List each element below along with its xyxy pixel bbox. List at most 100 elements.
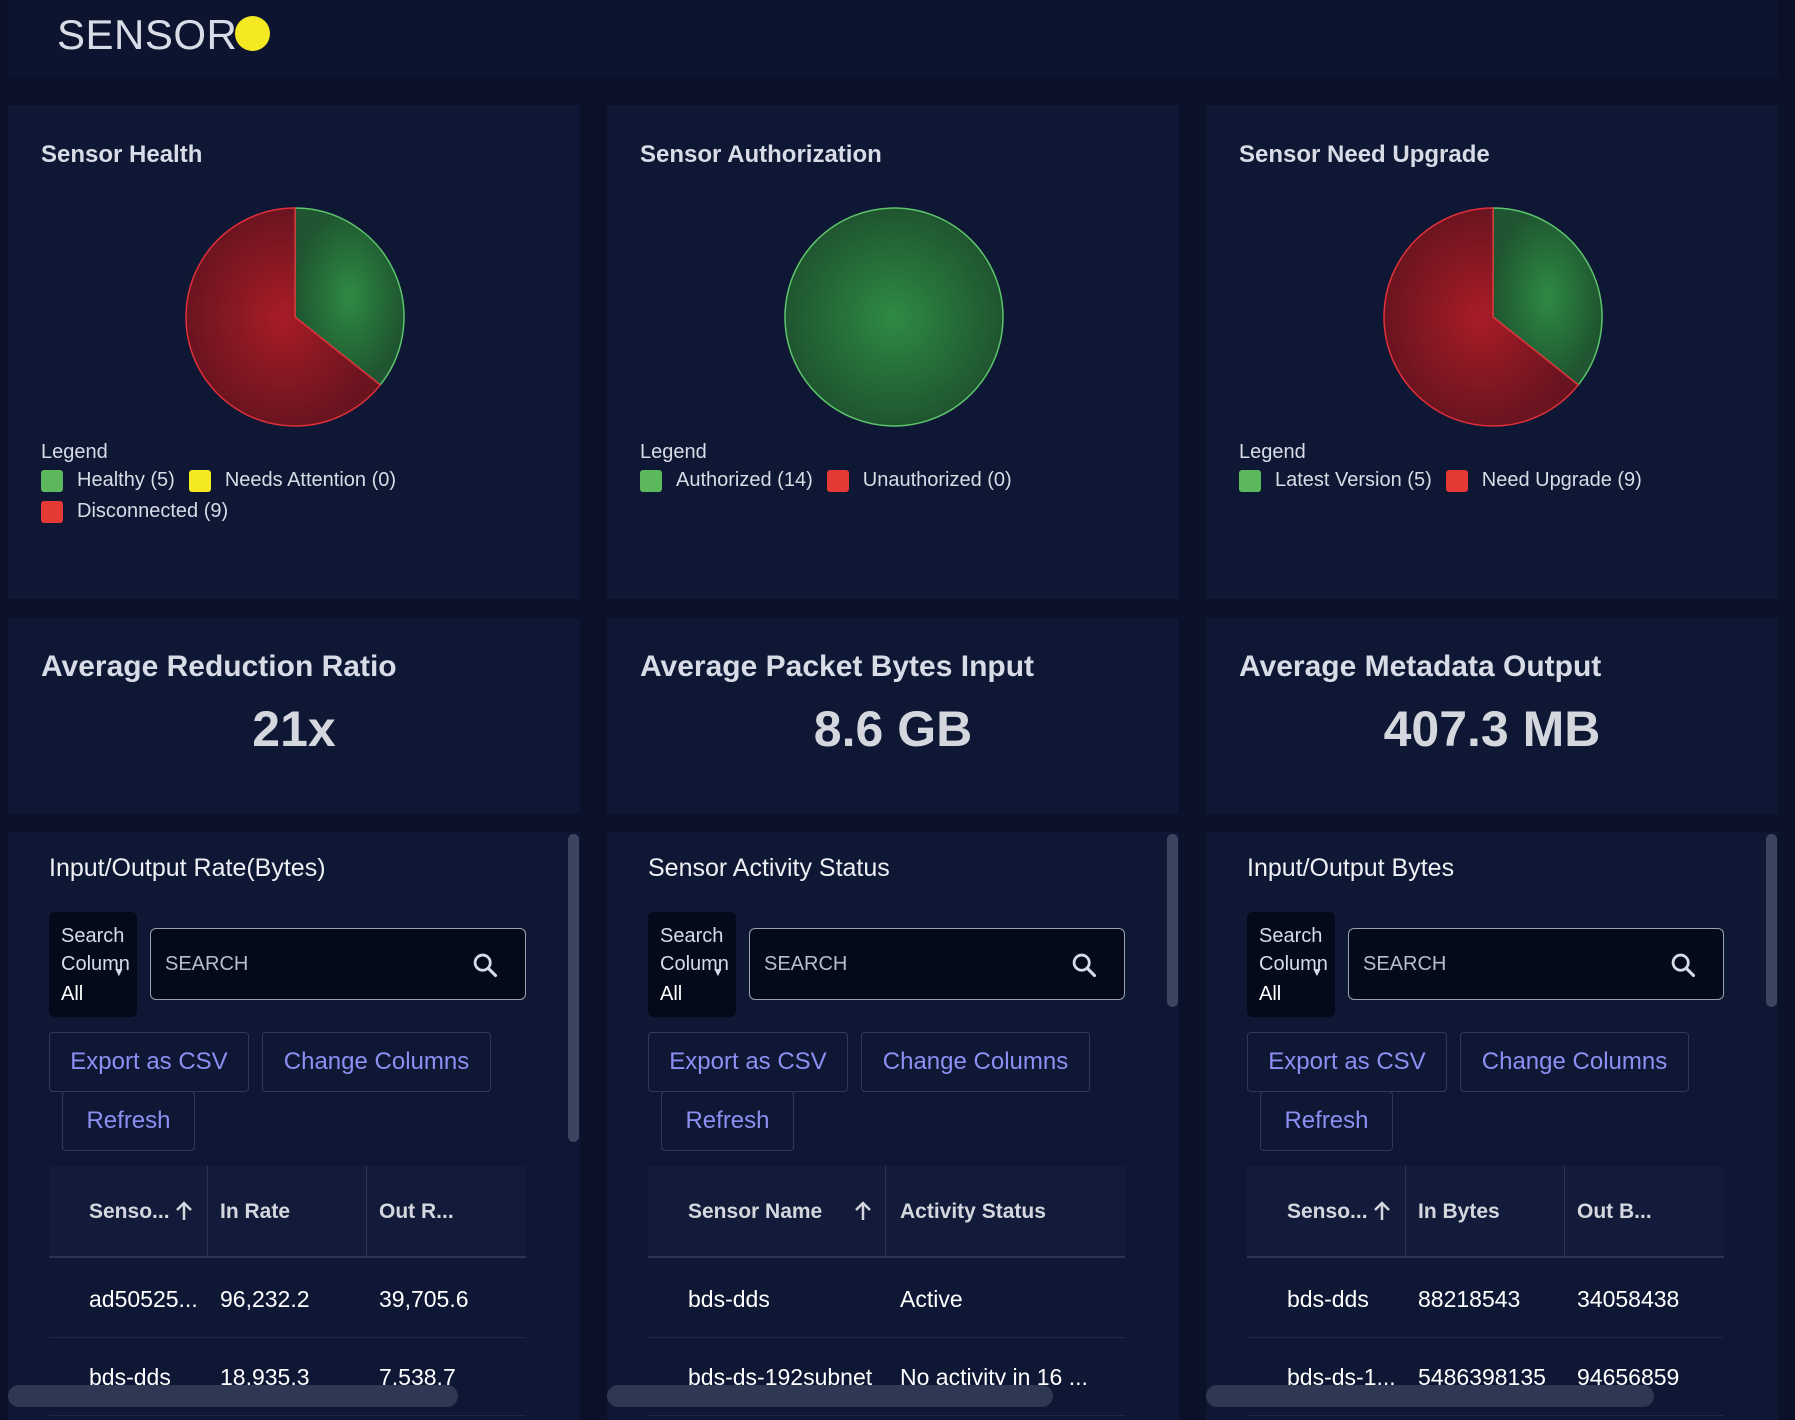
legend-label: Authorized (14) [676, 469, 813, 491]
column-header-out-rate[interactable]: Out R... [379, 1200, 454, 1223]
table-cell: bds-dds [1287, 1285, 1369, 1312]
horizontal-scrollbar[interactable] [607, 1385, 1053, 1407]
column-header-activity-status[interactable]: Activity Status [900, 1200, 1046, 1223]
refresh-button[interactable]: Refresh [1260, 1091, 1393, 1151]
stat-value: 21x [252, 701, 336, 757]
legend-swatch-red [1445, 469, 1468, 492]
avg-input-card: Average Packet Bytes Input 8.6 GB [607, 618, 1179, 814]
legend-swatch-red [41, 500, 63, 523]
column-divider[interactable] [885, 1166, 886, 1258]
search-column-label: Search Column [660, 925, 729, 975]
stat-title: Average Reduction Ratio [41, 650, 397, 683]
search-icon[interactable] [1070, 951, 1098, 979]
table-header: Sensor Name Activity Status [648, 1166, 1125, 1258]
stat-title: Average Packet Bytes Input [640, 650, 1035, 683]
legend-item-need-upgrade[interactable]: Need Upgrade (9) [1445, 469, 1642, 492]
legend-item-latest-version[interactable]: Latest Version (5) [1239, 469, 1432, 492]
sensor-health-card: Sensor Health Legend Healthy (5) Needs A… [8, 105, 580, 599]
legend-row: Disconnected (9) [41, 500, 242, 523]
legend-item-unauthorized[interactable]: Unauthorized (0) [826, 469, 1012, 492]
legend-label: Needs Attention (0) [224, 469, 397, 491]
chevron-down-icon: ▼ [712, 965, 724, 979]
panel-title: Input/Output Bytes [1247, 854, 1455, 882]
vertical-scrollbar[interactable] [568, 834, 579, 1142]
stat-value: 8.6 GB [813, 701, 973, 757]
table-row[interactable]: bds-dds Active [648, 1260, 1125, 1338]
sensor-authorization-card: Sensor Authorization Legend Authorized (… [607, 105, 1179, 599]
pie-slice-disconnected[interactable] [185, 207, 382, 427]
pie-slice-healthy[interactable] [294, 207, 405, 387]
search-column-select[interactable]: Search Column ▼ All [49, 912, 137, 1017]
activity-status-panel: Sensor Activity Status Search Column ▼ A… [607, 832, 1179, 1420]
table-cell: 96,232.2 [220, 1285, 310, 1312]
search-input[interactable]: SEARCH [749, 928, 1125, 1000]
avg-reduction-card: Average Reduction Ratio 21x [8, 618, 580, 814]
legend-swatch-yellow [188, 469, 211, 492]
column-divider[interactable] [207, 1166, 208, 1258]
sensor-authorization-pie[interactable] [783, 206, 1005, 428]
search-column-value: All [61, 983, 84, 1005]
io-bytes-panel: Input/Output Bytes Search Column ▼ All S… [1206, 832, 1778, 1420]
column-header-sensor-name[interactable]: Sensor Name [688, 1200, 823, 1223]
column-header-in-bytes[interactable]: In Bytes [1418, 1200, 1500, 1223]
legend-swatch-green [1239, 469, 1261, 492]
search-placeholder: SEARCH [165, 952, 249, 975]
column-divider[interactable] [1405, 1166, 1406, 1258]
legend-label: Unauthorized (0) [862, 469, 1012, 491]
pie-slice-latest-version[interactable] [1492, 207, 1603, 387]
export-csv-button[interactable]: Export as CSV [49, 1032, 249, 1092]
column-header-sensor[interactable]: Senso... [89, 1200, 170, 1223]
table-row[interactable]: bds-dds 88218543 34058438 [1247, 1260, 1724, 1338]
export-csv-button[interactable]: Export as CSV [1247, 1032, 1447, 1092]
search-input[interactable]: SEARCH [150, 928, 526, 1000]
legend-item-healthy[interactable]: Healthy (5) [41, 469, 175, 492]
search-column-value: All [1259, 983, 1282, 1005]
column-divider[interactable] [366, 1166, 367, 1258]
legend-item-disconnected[interactable]: Disconnected (9) [41, 500, 228, 523]
page-title: SENSOR [57, 11, 238, 58]
legend-item-authorized[interactable]: Authorized (14) [640, 469, 813, 492]
sort-ascending-icon[interactable] [174, 1200, 194, 1222]
sort-ascending-icon[interactable] [853, 1200, 873, 1222]
legend-row: Healthy (5) Needs Attention (0) [41, 469, 410, 492]
horizontal-scrollbar[interactable] [8, 1385, 458, 1407]
refresh-button[interactable]: Refresh [62, 1091, 195, 1151]
export-csv-button[interactable]: Export as CSV [648, 1032, 848, 1092]
legend-item-needs-attention[interactable]: Needs Attention (0) [188, 469, 397, 492]
refresh-button[interactable]: Refresh [661, 1091, 794, 1151]
column-header-in-rate[interactable]: In Rate [220, 1200, 291, 1223]
table-cell: 34058438 [1577, 1285, 1680, 1312]
pie-slice-authorized[interactable] [784, 207, 1004, 427]
column-header-sensor[interactable]: Senso... [1287, 1200, 1368, 1223]
search-icon[interactable] [471, 951, 499, 979]
search-icon[interactable] [1669, 951, 1697, 979]
sensor-upgrade-pie[interactable] [1382, 206, 1604, 428]
change-columns-button[interactable]: Change Columns [262, 1032, 491, 1092]
card-title: Sensor Authorization [640, 141, 882, 168]
sensor-health-pie[interactable] [184, 206, 406, 428]
card-title: Sensor Need Upgrade [1239, 141, 1490, 168]
change-columns-button[interactable]: Change Columns [1460, 1032, 1689, 1092]
pie-slice-need-upgrade[interactable] [1383, 207, 1580, 427]
search-column-select[interactable]: Search Column ▼ All [648, 912, 736, 1017]
search-column-label: Search Column [1259, 925, 1328, 975]
vertical-scrollbar[interactable] [1766, 834, 1777, 1007]
table-cell: bds-dds [688, 1285, 770, 1312]
legend-row: Authorized (14) Unauthorized (0) [640, 469, 1026, 492]
search-placeholder: SEARCH [1363, 952, 1447, 975]
column-divider[interactable] [1564, 1166, 1565, 1258]
chevron-down-icon: ▼ [1311, 965, 1323, 979]
horizontal-scrollbar[interactable] [1206, 1385, 1654, 1407]
search-column-select[interactable]: Search Column ▼ All [1247, 912, 1335, 1017]
legend-row: Latest Version (5) Need Upgrade (9) [1239, 469, 1656, 492]
vertical-scrollbar[interactable] [1167, 834, 1178, 1007]
sort-ascending-icon[interactable] [1372, 1200, 1392, 1222]
table-row[interactable]: ad50525... 96,232.2 39,705.6 [49, 1260, 526, 1338]
change-columns-button[interactable]: Change Columns [861, 1032, 1090, 1092]
sensor-upgrade-card: Sensor Need Upgrade Legend Latest Versio… [1206, 105, 1778, 599]
column-header-out-bytes[interactable]: Out B... [1577, 1200, 1652, 1223]
table-cell: Active [900, 1285, 963, 1312]
search-input[interactable]: SEARCH [1348, 928, 1724, 1000]
status-indicator [235, 16, 270, 51]
legend-swatch-green [640, 469, 662, 492]
